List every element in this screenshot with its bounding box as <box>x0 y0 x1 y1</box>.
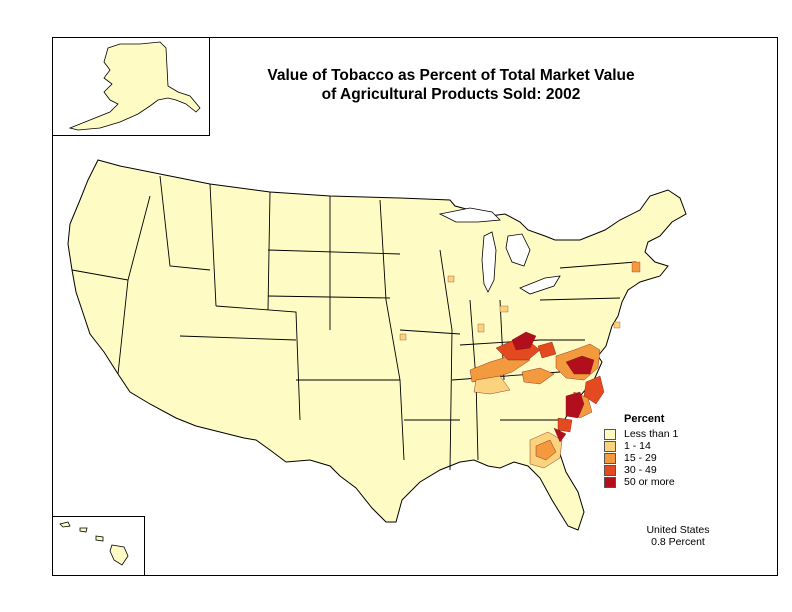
legend-label: 30 - 49 <box>624 464 657 476</box>
legend: Percent Less than 1 1 - 14 15 - 29 30 - … <box>604 413 678 488</box>
summary-line1: United States <box>646 524 710 536</box>
legend-item: Less than 1 <box>604 428 678 440</box>
summary-line2: 0.8 Percent <box>651 536 705 548</box>
legend-title: Percent <box>624 413 665 425</box>
legend-item: 30 - 49 <box>604 464 678 476</box>
map-title: Value of Tobacco as Percent of Total Mar… <box>262 66 640 104</box>
legend-label: 1 - 14 <box>624 440 651 452</box>
legend-swatch <box>604 428 616 440</box>
alaska-shape <box>68 41 201 131</box>
tobacco-georgia-florida <box>529 427 567 469</box>
legend-label: 15 - 29 <box>624 452 657 464</box>
map-title-line2: of Agricultural Products Sold: 2002 <box>321 86 581 103</box>
legend-swatch <box>604 452 616 464</box>
hawaii-shape <box>59 521 129 566</box>
tobacco-scattered <box>399 261 641 341</box>
legend-item: 50 or more <box>604 476 678 488</box>
legend-item: 1 - 14 <box>604 440 678 452</box>
legend-swatch <box>604 476 616 488</box>
legend-item: 15 - 29 <box>604 452 678 464</box>
state-borders <box>71 175 637 471</box>
national-summary: United States 0.8 Percent <box>628 524 728 548</box>
usa-mainland-shape <box>67 159 687 531</box>
lake-superior <box>438 207 501 223</box>
lake-erie <box>519 275 561 295</box>
lake-michigan <box>481 231 497 293</box>
tobacco-kentucky-tennessee <box>469 331 557 395</box>
legend-swatch <box>604 464 616 476</box>
lake-huron <box>505 233 531 267</box>
tobacco-south-carolina <box>557 391 585 433</box>
map-title-line1: Value of Tobacco as Percent of Total Mar… <box>267 67 635 84</box>
legend-label: Less than 1 <box>624 428 679 440</box>
legend-label: 50 or more <box>624 476 675 488</box>
legend-swatch <box>604 440 616 452</box>
